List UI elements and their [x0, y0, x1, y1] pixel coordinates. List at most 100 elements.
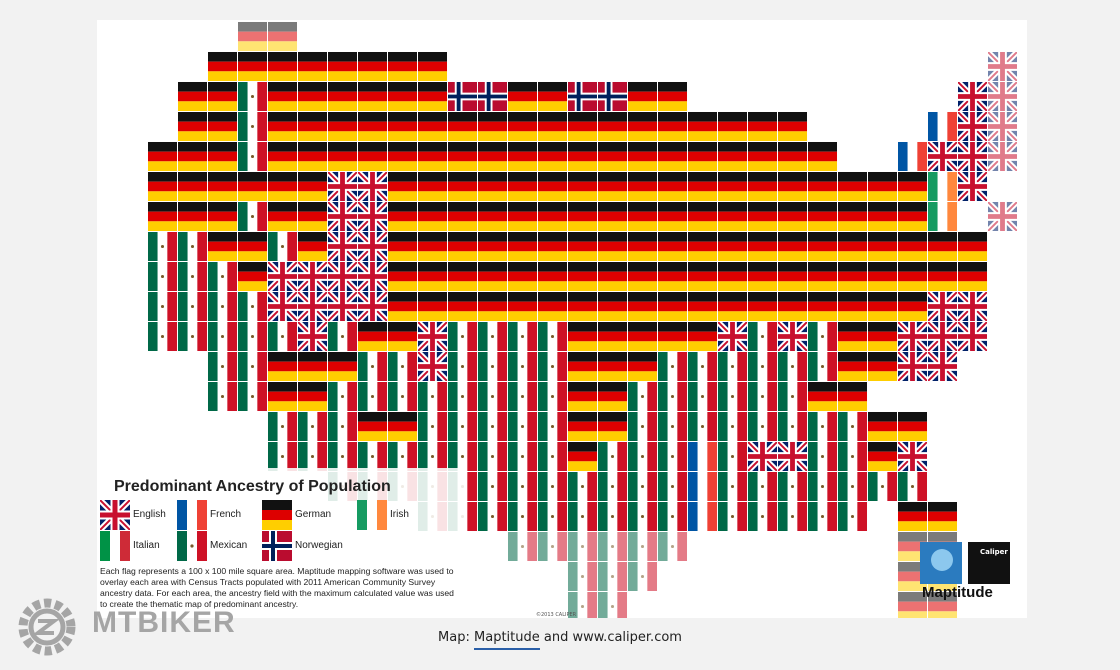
flag-cell [928, 322, 957, 351]
flag-cell [718, 142, 747, 171]
flag-cell [388, 142, 417, 171]
flag-cell [358, 172, 387, 201]
flag-cell [268, 382, 297, 411]
flag-cell [718, 352, 747, 381]
caption-prefix: Map: [438, 630, 470, 645]
flag-cell [688, 322, 717, 351]
flag-cell [598, 382, 627, 411]
flag-cell [208, 202, 237, 231]
flag-cell [718, 112, 747, 141]
flag-cell [418, 232, 447, 261]
flag-cell [478, 472, 507, 501]
flag-cell [358, 322, 387, 351]
flag-cell [658, 142, 687, 171]
flag-cell [658, 82, 687, 111]
flag-cell [838, 442, 867, 471]
flag-cell [298, 82, 327, 111]
flag-cell [688, 472, 717, 501]
flag-cell [568, 202, 597, 231]
flag-cell [748, 202, 777, 231]
flag-cell [778, 232, 807, 261]
flag-cell [568, 232, 597, 261]
product-name: Maptitude [922, 584, 993, 601]
flag-cell [958, 322, 987, 351]
flag-cell [718, 502, 747, 531]
flag-cell [748, 472, 777, 501]
flag-cell [628, 532, 657, 561]
flag-cell [748, 352, 777, 381]
flag-cell [568, 112, 597, 141]
flag-cell [868, 412, 897, 441]
caption-link[interactable]: Maptitude [474, 630, 540, 650]
flag-cell [538, 232, 567, 261]
map-image [97, 20, 1027, 618]
flag-cell [748, 322, 777, 351]
flag-cell [358, 202, 387, 231]
flag-cell [718, 262, 747, 291]
flag-cell [568, 532, 597, 561]
flag-cell [628, 202, 657, 231]
flag-cell [598, 502, 627, 531]
flag-cell [868, 442, 897, 471]
flag-cell [268, 292, 297, 321]
flag-cell [478, 352, 507, 381]
flag-cell [688, 142, 717, 171]
flag-cell [658, 232, 687, 261]
brand-logo: Caliper [980, 548, 1008, 556]
flag-cell [508, 322, 537, 351]
flag-cell [928, 232, 957, 261]
flag-cell [688, 232, 717, 261]
flag-cell [358, 82, 387, 111]
flag-cell [898, 412, 927, 441]
flag-cell [538, 202, 567, 231]
flag-cell [328, 82, 357, 111]
flag-cell [628, 562, 657, 591]
flag-cell [718, 202, 747, 231]
flag-cell [718, 412, 747, 441]
flag-cell [688, 382, 717, 411]
flag-cell [898, 442, 927, 471]
flag-cell [778, 262, 807, 291]
flag-cell [988, 142, 1017, 171]
copyright: ©2013 CALIPER [536, 612, 577, 618]
flag-cell [778, 142, 807, 171]
flag-cell [928, 202, 957, 231]
flag-cell [448, 172, 477, 201]
flag-cell [448, 412, 477, 441]
flag-cell [598, 232, 627, 261]
flag-cell [988, 112, 1017, 141]
flag-cell [598, 592, 627, 618]
flag-cell [778, 112, 807, 141]
flag-cell [628, 352, 657, 381]
flag-cell [718, 172, 747, 201]
flag-cell [988, 52, 1017, 81]
flag-cell [778, 412, 807, 441]
flag-cell [538, 502, 567, 531]
flag-cell [718, 382, 747, 411]
flag-cell [658, 292, 687, 321]
flag-cell [778, 352, 807, 381]
legend-label: Mexican [210, 540, 248, 551]
flag-cell [238, 382, 267, 411]
flag-cell [538, 112, 567, 141]
flag-cell [418, 262, 447, 291]
flag-cell [598, 322, 627, 351]
flag-cell [928, 172, 957, 201]
flag-cell [268, 202, 297, 231]
flag-cell [388, 262, 417, 291]
flag-cell [478, 112, 507, 141]
flag-cell [538, 532, 567, 561]
flag-cell [388, 52, 417, 81]
flag-cell [328, 52, 357, 81]
flag-cell [598, 472, 627, 501]
flag-cell [868, 322, 897, 351]
flag-cell [388, 442, 417, 471]
flag-cell [748, 502, 777, 531]
flag-cell [388, 412, 417, 441]
flag-cell [838, 322, 867, 351]
flag-cell [568, 382, 597, 411]
flag-cell [208, 292, 237, 321]
flag-cell [598, 82, 627, 111]
flag-cell [958, 292, 987, 321]
flag-cell [538, 82, 567, 111]
